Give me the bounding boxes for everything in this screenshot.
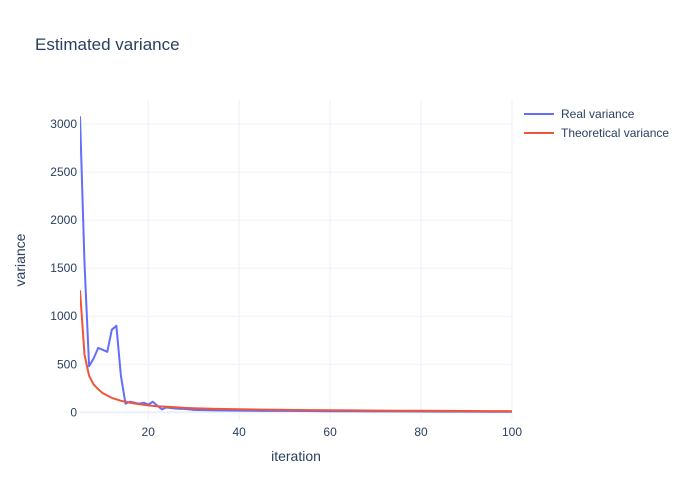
gridlines [80, 100, 513, 420]
x-tick-label: 40 [232, 425, 246, 439]
x-tick-label: 20 [142, 425, 156, 439]
x-axis-label: iteration [271, 448, 321, 464]
y-tick-label: 500 [57, 357, 77, 371]
y-tick-label: 2500 [50, 165, 77, 179]
series-line-0 [80, 116, 512, 413]
x-tick-label: 60 [323, 425, 337, 439]
y-axis-label: variance [12, 233, 28, 286]
x-axis-ticks: 20 40 60 80 100 [142, 425, 523, 439]
legend-item-0[interactable]: Real variance [524, 107, 635, 121]
legend[interactable]: Real variance Theoretical variance [524, 107, 669, 140]
chart-title: Estimated variance [35, 35, 180, 54]
y-tick-label: 1000 [50, 309, 77, 323]
legend-item-1[interactable]: Theoretical variance [524, 126, 669, 140]
legend-label: Real variance [561, 107, 635, 121]
y-axis-ticks: 0 500 1000 1500 2000 2500 3000 [50, 117, 77, 419]
x-tick-label: 80 [414, 425, 428, 439]
x-tick-label: 100 [502, 425, 522, 439]
y-tick-label: 2000 [50, 213, 77, 227]
series-lines [80, 116, 512, 413]
y-tick-label: 3000 [50, 117, 77, 131]
y-tick-label: 0 [70, 405, 77, 419]
series-line-1 [80, 290, 512, 413]
y-tick-label: 1500 [50, 261, 77, 275]
legend-label: Theoretical variance [561, 126, 669, 140]
